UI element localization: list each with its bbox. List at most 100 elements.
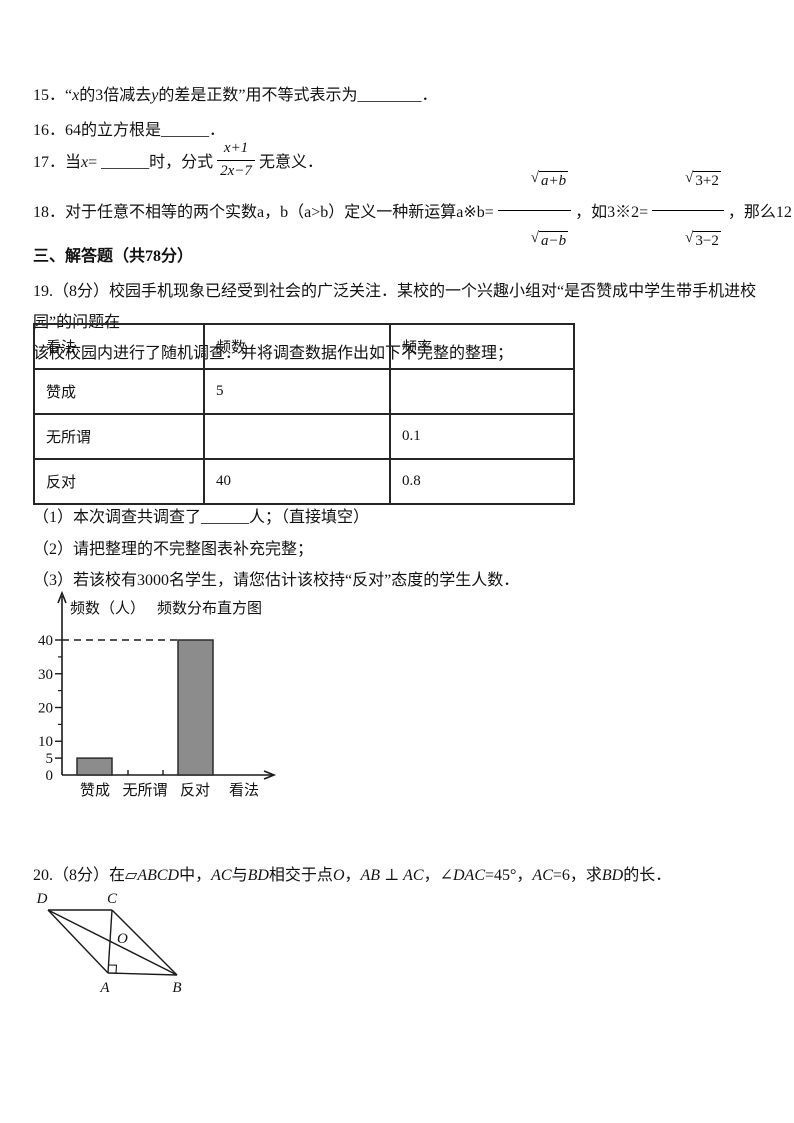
fraction-x-expression: x+1 2x−7	[217, 140, 255, 180]
x-category-indifferent: 无所谓	[122, 782, 167, 799]
question-15: 15．“x的3倍减去y的差是正数”用不等式表示为________．	[33, 81, 437, 105]
question-18-mid: ，如3※2=	[575, 204, 649, 221]
text-segment: 的长．	[623, 867, 672, 884]
text-segment: = ______时，分式	[88, 154, 214, 171]
radical-icon: √	[685, 229, 694, 246]
math-var: AC	[532, 867, 553, 884]
bar-approve	[76, 757, 113, 776]
x-axis-arrow-icon	[263, 770, 277, 780]
fraction-numerator: √ 3+2	[685, 170, 721, 190]
question-19-item-2: （2）请把整理的不完整图表补充完整；	[33, 541, 314, 558]
table-cell: 5	[203, 368, 391, 415]
right-angle-icon	[108, 964, 118, 974]
x-category-approve: 赞成	[80, 782, 110, 799]
question-17-post: 无意义．	[258, 154, 323, 171]
table-cell: 无所谓	[33, 413, 205, 460]
math-var: BD	[247, 867, 269, 884]
table-header-cell: 看法	[33, 323, 205, 370]
text-segment: ▱	[125, 867, 138, 884]
section-3-header: 三、解答题（共78分）	[33, 248, 194, 265]
text-segment: ，∠	[423, 867, 453, 884]
table-cell	[203, 413, 391, 460]
question-17-pre: 17．当x= ______时，分式	[33, 148, 213, 172]
y-tick-label-30: 30	[38, 667, 53, 683]
math-var: AC	[211, 867, 232, 884]
table-header-row: 看法 频数 频率	[33, 323, 575, 370]
side-DA	[47, 909, 109, 974]
table-header-cell: 频数	[203, 323, 391, 370]
math-var: O	[332, 867, 345, 884]
question-20: 20.（8分）在▱ABCD中，AC与BD相交于点O，AB ⊥ AC，∠DAC=4…	[33, 861, 671, 885]
question-18-pre: 18．对于任意不相等的两个实数a，b（a>b）定义一种新运算a※b=	[33, 204, 494, 221]
text-segment: ⊥	[380, 867, 404, 884]
text-segment: =6，求	[552, 867, 602, 884]
table-cell	[389, 368, 575, 415]
text-segment: ．	[421, 87, 438, 104]
table-cell: 40	[203, 458, 391, 505]
y-tick-label-40: 40	[38, 633, 53, 649]
chart-title: 频数分布直方图	[157, 600, 262, 617]
vertex-label-C: C	[107, 891, 118, 907]
table-cell: 0.1	[389, 413, 575, 460]
question-18-post: ，那么12※4=____	[727, 204, 794, 221]
question-16: 16．64的立方根是______．	[33, 122, 226, 139]
fraction-numerator: √ a+b	[530, 170, 569, 190]
text-segment: 的差是正数”用不等式表示为	[158, 87, 358, 104]
y-tick-label-20: 20	[38, 701, 53, 717]
fraction-radical-32: √ 3+2 √ 3−2	[652, 153, 724, 267]
chart-xlabel: 看法	[229, 782, 259, 799]
question-18: 18．对于任意不相等的两个实数a，b（a>b）定义一种新运算a※b= √ a+b …	[33, 170, 794, 248]
fraction-numerator: x+1	[223, 140, 249, 157]
math-var: BD	[601, 867, 624, 884]
fraction-denominator: 2x−7	[217, 159, 255, 180]
table-header-cell: 频率	[389, 323, 575, 370]
math-var: AB	[360, 867, 381, 884]
fraction-radical-ab: √ a+b √ a−b	[497, 153, 572, 268]
bar-oppose	[177, 639, 214, 776]
text-segment: 15．“	[33, 87, 73, 104]
text-segment: 中，	[179, 867, 212, 884]
side-CB	[111, 909, 178, 976]
math-var: DAC	[452, 867, 485, 884]
question-17: 17．当x= ______时，分式 x+1 2x−7 无意义．	[33, 140, 323, 180]
parallelogram-figure: D C O A B	[36, 891, 182, 996]
side-AB	[107, 972, 178, 976]
table-row: 赞成 5	[33, 368, 575, 415]
radical-icon: √	[530, 229, 539, 246]
point-label-O: O	[117, 931, 128, 947]
math-var: AC	[403, 867, 424, 884]
frequency-histogram: 频数（人） 频数分布直方图 40 30 20 10 5 0 赞成 无所谓 反对 …	[38, 590, 277, 799]
chart-ylabel: 频数（人）	[70, 600, 145, 617]
table-row: 无所谓 0.1	[33, 413, 575, 460]
math-var: x	[72, 87, 80, 104]
table-cell: 0.8	[389, 458, 575, 505]
text-segment: 20.（8分）在	[33, 867, 126, 884]
table-cell: 赞成	[33, 368, 205, 415]
question-19-item-1: （1）本次调查共调查了______人；（直接填空）	[33, 509, 370, 526]
radical-icon: √	[530, 170, 539, 187]
text-segment: 17．当	[33, 154, 82, 171]
text-segment: ，	[344, 867, 361, 884]
table-row: 反对 40 0.8	[33, 458, 575, 505]
text-segment: 的3倍减去	[79, 87, 152, 104]
question-19-item-3: （3）若该校有3000名学生，请您估计该校持“反对”态度的学生人数．	[33, 572, 520, 589]
vertex-label-B: B	[172, 980, 181, 996]
math-var: ABCD	[137, 867, 180, 884]
y-tick-label-0: 0	[46, 768, 54, 784]
x-category-oppose: 反对	[180, 782, 210, 799]
text-segment: ________	[357, 87, 422, 104]
math-var: y	[151, 87, 159, 104]
fraction-denominator: √ a−b	[497, 209, 572, 268]
y-axis-arrow-icon	[57, 590, 67, 604]
math-var: x	[81, 154, 89, 171]
text-segment: 相交于点	[268, 867, 333, 884]
diagonal-DB	[47, 909, 178, 976]
vertex-label-D: D	[36, 891, 48, 907]
frequency-table: 看法 频数 频率 赞成 5 无所谓 0.1 反对 40 0.8	[33, 323, 575, 505]
y-tick-label-10: 10	[38, 734, 53, 750]
text-segment: =45°，	[484, 867, 533, 884]
fraction-denominator: √ 3−2	[652, 209, 724, 268]
radical-icon: √	[685, 170, 694, 187]
table-cell: 反对	[33, 458, 205, 505]
